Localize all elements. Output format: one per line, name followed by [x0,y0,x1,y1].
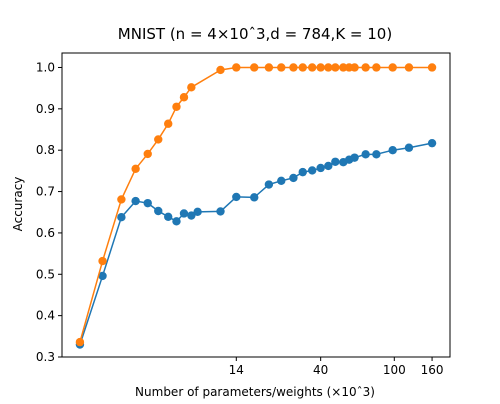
series-1-point [172,217,181,226]
series-1-point [289,173,298,183]
series-1-point [372,150,381,159]
series-1-point [143,198,152,208]
x-tick-label: 40 [313,363,328,377]
series-2-point [289,63,298,72]
y-tick-label: 0.7 [36,185,55,199]
series-2-point [232,63,241,72]
series-2-point [154,135,163,144]
series-2-point [172,102,181,111]
series-1-point [179,209,189,218]
series-2-point [339,63,348,72]
x-tick-label: 160 [421,363,444,377]
series-2-point [298,63,307,72]
series-1-point [131,196,140,206]
series-1-point [427,138,437,148]
series-2-point [179,93,189,102]
series-2-point [117,195,126,204]
series-2-point [75,337,85,347]
series-2-point [308,63,317,72]
series-1-point [117,213,126,222]
series-2-point [427,63,437,72]
y-tick-label: 0.3 [36,350,55,364]
axes-frame [61,52,451,358]
series-1-point [187,211,196,220]
series-2-point [264,63,274,72]
series-2-point [388,63,397,72]
y-tick-label: 0.8 [36,143,55,157]
series-2-point [131,164,140,174]
series-2-point [404,63,414,72]
series-1-point [232,192,241,202]
series-1-point [216,207,225,216]
series-1-point [298,167,307,177]
series-1-point [154,206,163,216]
series-1-point [324,161,333,171]
series-2-point [361,63,370,72]
y-tick-label: 0.6 [36,226,55,240]
x-tick-label: 14 [229,363,244,377]
plot-area: 0.3 0.4 0.5 0.6 0.7 0.8 0.9 1.0 14 40 100 160 [36,52,451,377]
series-1-point [361,150,370,159]
series-1-point [404,143,414,152]
series-2-point [164,119,173,128]
y-axis-label: Accuracy [11,177,25,232]
y-tick-label: 0.5 [36,267,55,281]
series-1-point [264,180,274,189]
series-1-point [331,157,340,166]
x-tick-label: 100 [383,363,406,377]
y-tick-label: 1.0 [36,60,55,74]
series-1-point [308,166,317,175]
series-2-point [143,149,152,159]
series-2-point [324,63,333,72]
x-axis-label: Number of parameters/weights (×10ˆ3) [135,385,375,399]
series-2-point [350,63,359,72]
series-2-point [216,65,225,75]
series-1-point [98,271,107,281]
series-1-point [164,212,173,221]
series-1-point [316,163,325,173]
series-1-point [277,176,286,185]
series-2-point [250,63,259,72]
series-2-point [187,83,196,92]
series-2-point [372,63,381,72]
series-1-point [388,146,397,155]
series-1-point [193,207,202,217]
y-tick-label: 0.9 [36,102,55,116]
series-2-point [277,63,286,72]
chart-title: MNIST (n = 4×10ˆ3,d = 784,K = 10) [118,25,392,43]
y-tick-label: 0.4 [36,309,55,323]
series-2-point [98,256,107,266]
series-2-point [331,63,340,72]
series-1-point [350,153,359,162]
series-2-point [316,63,325,72]
series-1-point [250,193,259,202]
